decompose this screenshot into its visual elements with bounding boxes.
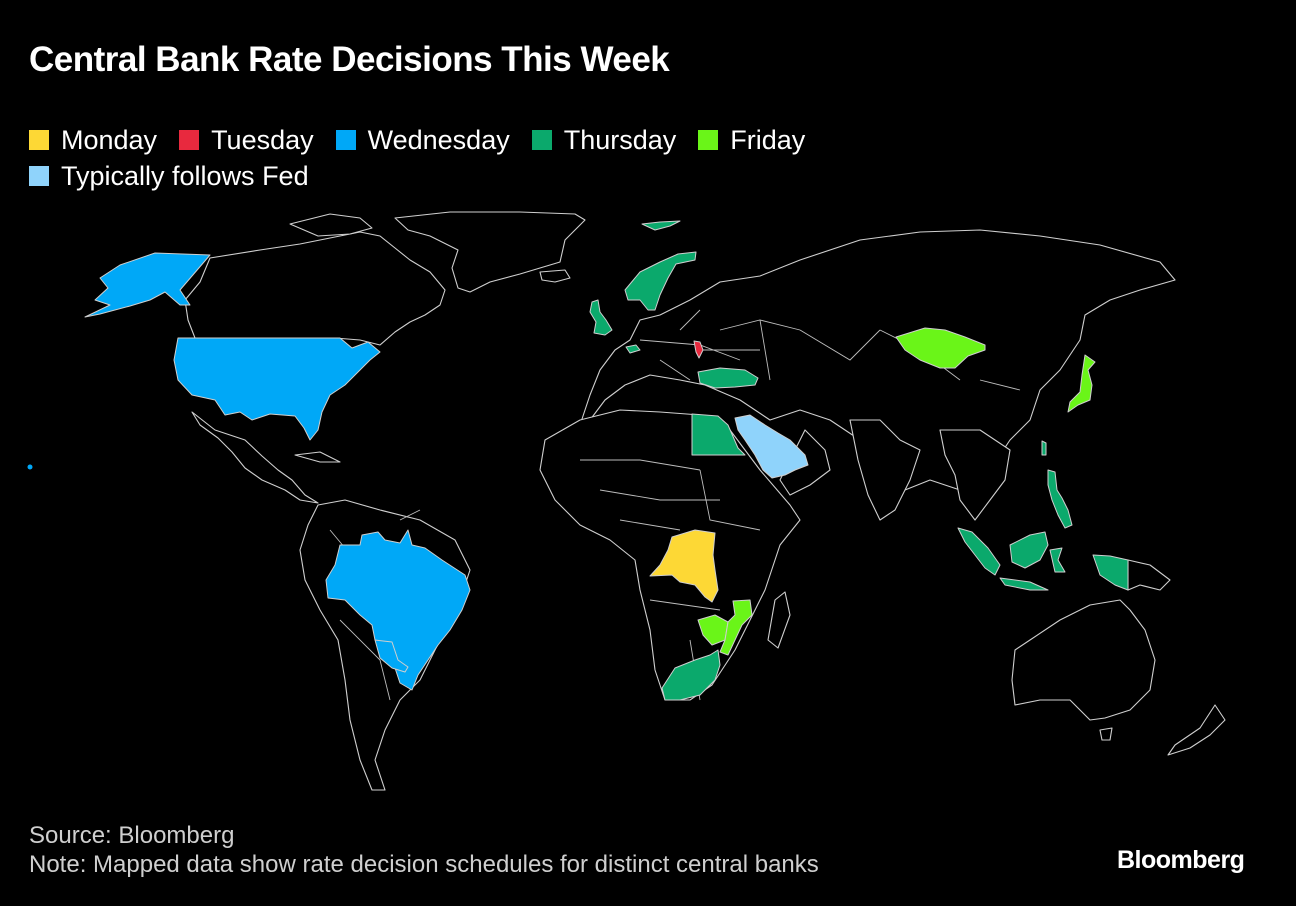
country-moldova: [693, 340, 704, 359]
country-qatar: [786, 441, 790, 445]
legend-item-thursday: Thursday: [531, 124, 677, 156]
world-map: [0, 200, 1296, 810]
country-saudi-arabia: [734, 414, 809, 479]
base-land: [184, 211, 1226, 791]
legend-row-2: Typically follows Fed: [29, 158, 929, 194]
borders-africa: [580, 459, 761, 701]
legend-swatch-tuesday: [179, 130, 200, 150]
legend-item-friday: Friday: [698, 125, 805, 156]
country-usa-hawaii: [27, 464, 33, 470]
country-turkey: [697, 367, 759, 389]
highlighted-countries: [27, 220, 1129, 701]
legend-item-monday: Monday: [29, 125, 157, 156]
legend-item-wednesday: Wednesday: [335, 124, 510, 156]
land-new-zealand: [1167, 704, 1226, 756]
legend-item-tuesday: Tuesday: [179, 125, 314, 156]
legend-swatch-monday: [29, 130, 49, 150]
country-usa-alaska: [84, 252, 211, 318]
country-switzerland: [625, 344, 641, 354]
country-indonesia-sulawesi: [1049, 547, 1066, 573]
legend-label: Tuesday: [211, 124, 314, 155]
land-madagascar: [767, 591, 791, 649]
legend-swatch-follows-fed: [29, 166, 49, 186]
legend-label: Friday: [730, 124, 806, 155]
country-norway-sweden: [624, 251, 697, 311]
land-india: [849, 419, 921, 521]
footnote: Note: Mapped data show rate decision sch…: [29, 851, 819, 878]
country-indonesia-java: [999, 577, 1049, 591]
country-usa: [173, 337, 381, 441]
country-indonesia-sumatra: [957, 527, 1001, 576]
country-indonesia-borneo: [1009, 531, 1049, 569]
world-map-svg: [27, 211, 1226, 791]
legend-swatch-friday: [698, 130, 719, 150]
country-brazil: [325, 529, 471, 691]
bloomberg-logo: Bloomberg: [1117, 846, 1245, 874]
country-philippines: [1047, 469, 1073, 529]
land-arctic-islands: [289, 213, 373, 237]
country-indonesia-papua: [1092, 554, 1129, 591]
land-canada: [184, 231, 446, 346]
land-cuba: [294, 451, 341, 463]
legend-label: Monday: [61, 124, 158, 155]
country-dr-congo: [649, 529, 719, 603]
legend-item-follows-fed: Typically follows Fed: [29, 161, 309, 192]
country-japan: [1067, 354, 1096, 413]
country-paraguay: [374, 639, 409, 673]
land-tasmania: [1099, 727, 1113, 741]
legend-row-1: Monday Tuesday Wednesday Thursday Friday: [29, 122, 929, 158]
country-taiwan: [1041, 440, 1047, 456]
legend-label: Typically follows Fed: [61, 160, 309, 191]
legend-label: Thursday: [563, 124, 677, 155]
country-egypt: [691, 413, 746, 456]
legend: Monday Tuesday Wednesday Thursday Friday…: [29, 122, 929, 194]
land-iceland: [539, 269, 571, 283]
country-uk: [589, 299, 613, 336]
land-australia: [1011, 599, 1156, 721]
land-se-asia: [939, 429, 1011, 521]
legend-label: Wednesday: [367, 124, 510, 155]
land-mexico-central-america: [191, 411, 319, 504]
land-europe: [574, 229, 1176, 491]
country-mozambique: [719, 599, 753, 656]
legend-swatch-thursday: [531, 130, 552, 150]
country-south-africa: [661, 649, 721, 701]
legend-swatch-wednesday: [335, 130, 356, 150]
source-note: Source: Bloomberg: [29, 822, 235, 849]
land-greenland: [394, 211, 586, 293]
country-norway-svalbard: [641, 220, 681, 231]
country-mongolia: [895, 327, 986, 369]
land-papua-new-guinea: [1127, 559, 1171, 591]
chart-title: Central Bank Rate Decisions This Week: [29, 40, 670, 79]
